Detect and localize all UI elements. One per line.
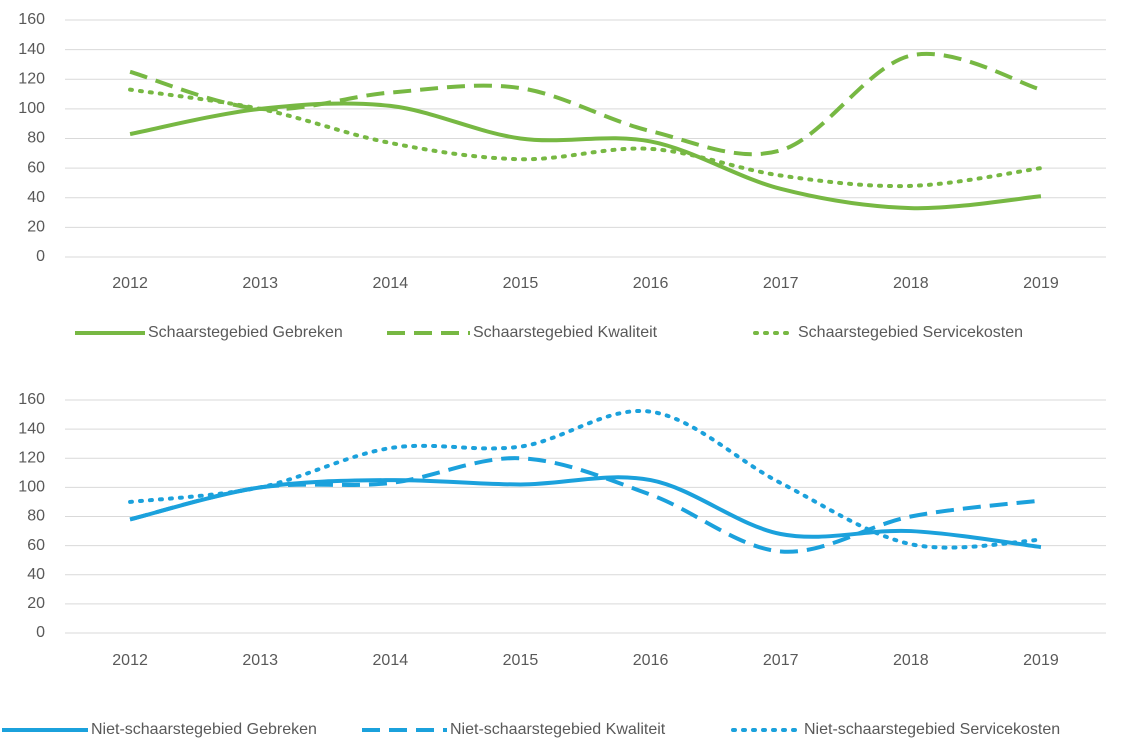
x-tick-label: 2016 <box>633 275 669 292</box>
y-tick-label: 160 <box>18 11 45 28</box>
x-tick-label: 2014 <box>373 275 409 292</box>
y-tick-label: 100 <box>18 479 45 496</box>
series-line <box>129 51 1042 157</box>
series-line <box>129 456 1042 554</box>
x-tick-label: 2017 <box>763 275 799 292</box>
x-tick-label: 2018 <box>893 652 929 669</box>
series-line <box>128 408 1043 550</box>
series-line <box>128 87 1043 189</box>
x-tick-label: 2013 <box>242 275 278 292</box>
x-tick-label: 2015 <box>503 275 539 292</box>
y-tick-label: 140 <box>18 41 45 58</box>
legend-label: Schaarstegebied Gebreken <box>148 324 343 341</box>
x-tick-label: 2018 <box>893 275 929 292</box>
y-tick-label: 100 <box>18 100 45 117</box>
y-tick-label: 60 <box>27 537 45 554</box>
legend-label: Schaarstegebied Kwaliteit <box>473 324 658 341</box>
y-tick-label: 20 <box>27 595 45 612</box>
y-tick-label: 80 <box>27 130 45 147</box>
y-tick-label: 40 <box>27 566 45 583</box>
series-line <box>129 101 1042 211</box>
y-tick-label: 120 <box>18 70 45 87</box>
y-tick-label: 60 <box>27 159 45 176</box>
y-tick-label: 0 <box>36 248 45 265</box>
legend-label: Niet-schaarstegebied Kwaliteit <box>450 721 666 738</box>
y-tick-label: 40 <box>27 189 45 206</box>
x-tick-label: 2019 <box>1023 652 1059 669</box>
x-tick-label: 2012 <box>112 275 148 292</box>
legend-label: Schaarstegebied Servicekosten <box>798 324 1023 341</box>
y-tick-label: 140 <box>18 420 45 437</box>
x-tick-label: 2015 <box>503 652 539 669</box>
x-tick-label: 2016 <box>633 652 669 669</box>
x-tick-label: 2014 <box>373 652 409 669</box>
y-tick-label: 160 <box>18 391 45 408</box>
x-tick-label: 2012 <box>112 652 148 669</box>
x-tick-label: 2019 <box>1023 275 1059 292</box>
y-tick-label: 20 <box>27 219 45 236</box>
y-tick-label: 80 <box>27 508 45 525</box>
y-tick-label: 0 <box>36 624 45 641</box>
legend-label: Niet-schaarstegebied Gebreken <box>91 721 317 738</box>
x-tick-label: 2013 <box>242 652 278 669</box>
x-tick-label: 2017 <box>763 652 799 669</box>
y-tick-label: 120 <box>18 449 45 466</box>
legend-label: Niet-schaarstegebied Servicekosten <box>804 721 1060 738</box>
